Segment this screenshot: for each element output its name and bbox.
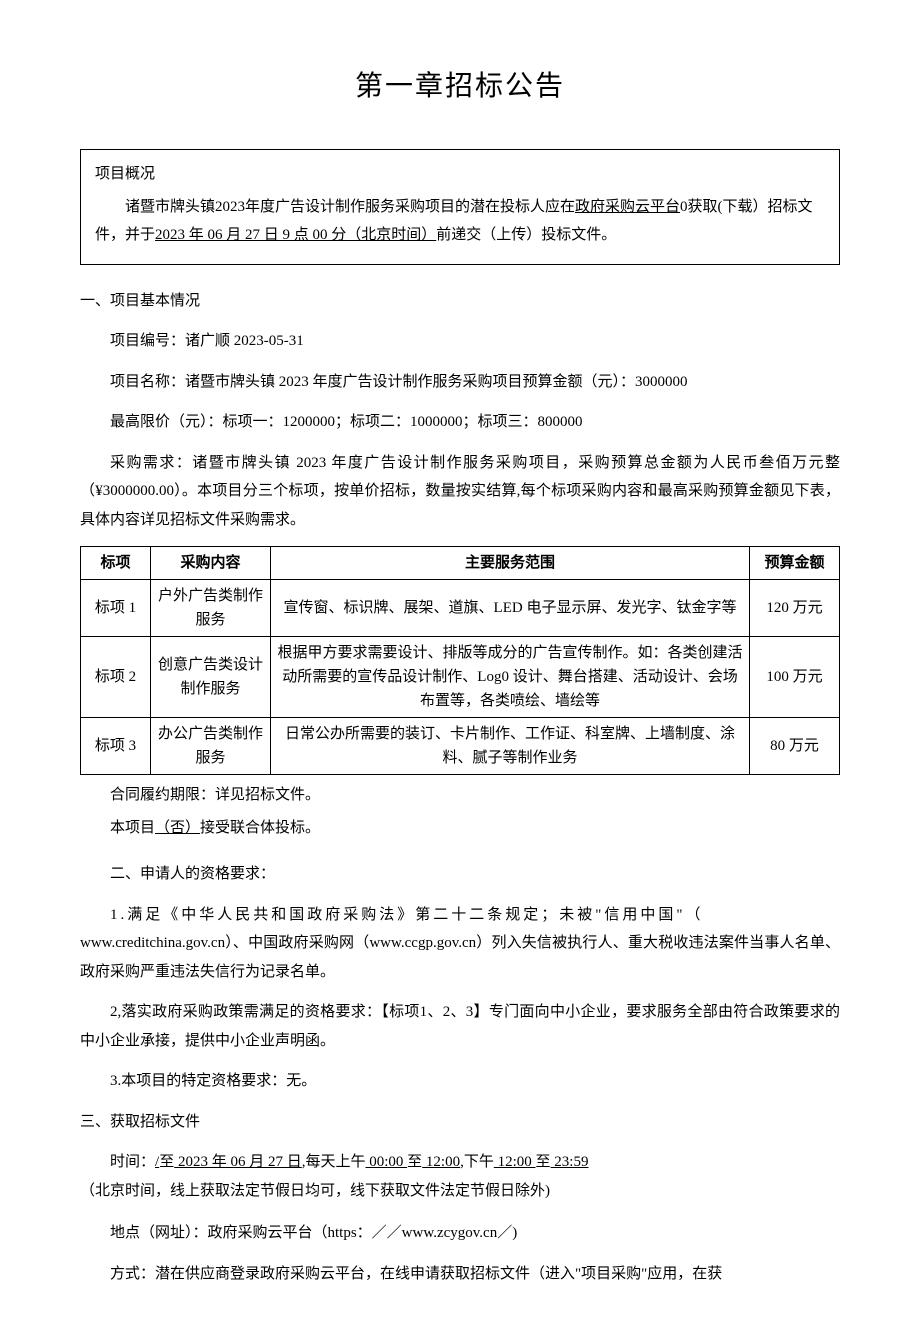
time-u4: 12:00 (422, 1154, 460, 1170)
th-content: 采购内容 (151, 547, 271, 580)
obtain-time: 时间：/至 2023 年 06 月 27 日,每天上午 00:00 至 12:0… (80, 1148, 840, 1177)
cell-scope: 根据甲方要求需要设计、排版等成分的广告宣传制作。如：各类创建活动所需要的宣传品设… (271, 637, 750, 718)
section2-head: 二、申请人的资格要求： (80, 860, 840, 889)
cell-scope: 宣传窗、标识牌、展架、道旗、LED 电子显示屏、发光字、钛金字等 (271, 580, 750, 637)
section1-head: 一、项目基本情况 (80, 287, 840, 316)
qual1-rest: www.creditchina.gov.cn）、中国政府采购网（www.ccgp… (80, 929, 840, 986)
table-header-row: 标项 采购内容 主要服务范围 预算金额 (81, 547, 840, 580)
cell-lot: 标项 3 (81, 718, 151, 775)
consortium-bid: 本项目（否）接受联合体投标。 (80, 814, 840, 843)
th-scope: 主要服务范围 (271, 547, 750, 580)
overview-suffix: 前递交（上传）投标文件。 (436, 227, 616, 243)
overview-deadline: 2023 年 06 月 27 日 9 点 00 分（北京时间） (155, 227, 436, 243)
section3-head: 三、获取招标文件 (80, 1108, 840, 1137)
qualification-1: 1.满足《中华人民共和国政府采购法》第二十二条规定；未被"信用中国"（ www.… (80, 901, 840, 987)
cell-scope: 日常公办所需要的装订、卡片制作、工作证、科室牌、上墙制度、涂料、腻子等制作业务 (271, 718, 750, 775)
max-price: 最高限价（元）：标项一：1200000；标项二：1000000；标项三：8000… (80, 408, 840, 437)
project-overview-box: 项目概况 诸暨市牌头镇2023年度广告设计制作服务采购项目的潜在投标人应在政府采… (80, 149, 840, 265)
time-u5: 12:00 (494, 1154, 536, 1170)
th-lot: 标项 (81, 547, 151, 580)
overview-platform: 政府采购云平台 (575, 199, 680, 215)
consortium-suffix: 接受联合体投标。 (200, 820, 320, 836)
time-u6: 23:59 (551, 1154, 589, 1170)
time-mid2: ,每天上午 (302, 1154, 366, 1170)
cell-content: 办公广告类制作服务 (151, 718, 271, 775)
consortium-prefix: 本项目 (110, 820, 155, 836)
obtain-method: 方式：潜在供应商登录政府采购云平台，在线申请获取招标文件（进入"项目采购"应用，… (80, 1260, 840, 1289)
chapter-title: 第一章招标公告 (80, 60, 840, 113)
project-number: 项目编号：诸广顺 2023-05-31 (80, 327, 840, 356)
overview-text: 诸暨市牌头镇2023年度广告设计制作服务采购项目的潜在投标人应在政府采购云平台0… (95, 193, 825, 250)
table-row: 标项 2 创意广告类设计制作服务 根据甲方要求需要设计、排版等成分的广告宣传制作… (81, 637, 840, 718)
time-note: （北京时间，线上获取法定节假日均可，线下获取文件法定节假日除外) (80, 1177, 840, 1206)
time-prefix: 时间： (110, 1154, 155, 1170)
qualification-2: 2,落实政府采购政策需满足的资格要求：【标项1、2、3】专门面向中小企业，要求服… (80, 998, 840, 1055)
cell-lot: 标项 1 (81, 580, 151, 637)
cell-budget: 120 万元 (750, 580, 840, 637)
time-u3: 00:00 (365, 1154, 407, 1170)
th-budget: 预算金额 (750, 547, 840, 580)
table-row: 标项 3 办公广告类制作服务 日常公办所需要的装订、卡片制作、工作证、科室牌、上… (81, 718, 840, 775)
time-mid1: 至 (159, 1154, 174, 1170)
qualification-3: 3.本项目的特定资格要求：无。 (80, 1067, 840, 1096)
cell-content: 创意广告类设计制作服务 (151, 637, 271, 718)
cell-budget: 100 万元 (750, 637, 840, 718)
table-row: 标项 1 户外广告类制作服务 宣传窗、标识牌、展架、道旗、LED 电子显示屏、发… (81, 580, 840, 637)
overview-prefix: 诸暨市牌头镇2023年度广告设计制作服务采购项目的潜在投标人应在 (125, 199, 575, 215)
time-u2: 2023 年 06 月 27 日 (174, 1154, 302, 1170)
procurement-need: 采购需求：诸暨市牌头镇 2023 年度广告设计制作服务采购项目，采购预算总金额为… (80, 449, 840, 535)
cell-content: 户外广告类制作服务 (151, 580, 271, 637)
time-mid5: 至 (536, 1154, 551, 1170)
consortium-no: （否） (155, 820, 200, 836)
contract-period: 合同履约期限：详见招标文件。 (80, 781, 840, 810)
cell-lot: 标项 2 (81, 637, 151, 718)
overview-label: 项目概况 (95, 160, 825, 189)
obtain-address: 地点（网址）：政府采购云平台（https：／／www.zcygov.cn／) (80, 1219, 840, 1248)
cell-budget: 80 万元 (750, 718, 840, 775)
qual1-line1: 1.满足《中华人民共和国政府采购法》第二十二条规定；未被"信用中国"（ (80, 901, 840, 930)
time-mid3: 至 (407, 1154, 422, 1170)
lots-table: 标项 采购内容 主要服务范围 预算金额 标项 1 户外广告类制作服务 宣传窗、标… (80, 546, 840, 775)
time-mid4: ,下午 (460, 1154, 494, 1170)
project-name: 项目名称：诸暨市牌头镇 2023 年度广告设计制作服务采购项目预算金额（元）：3… (80, 368, 840, 397)
